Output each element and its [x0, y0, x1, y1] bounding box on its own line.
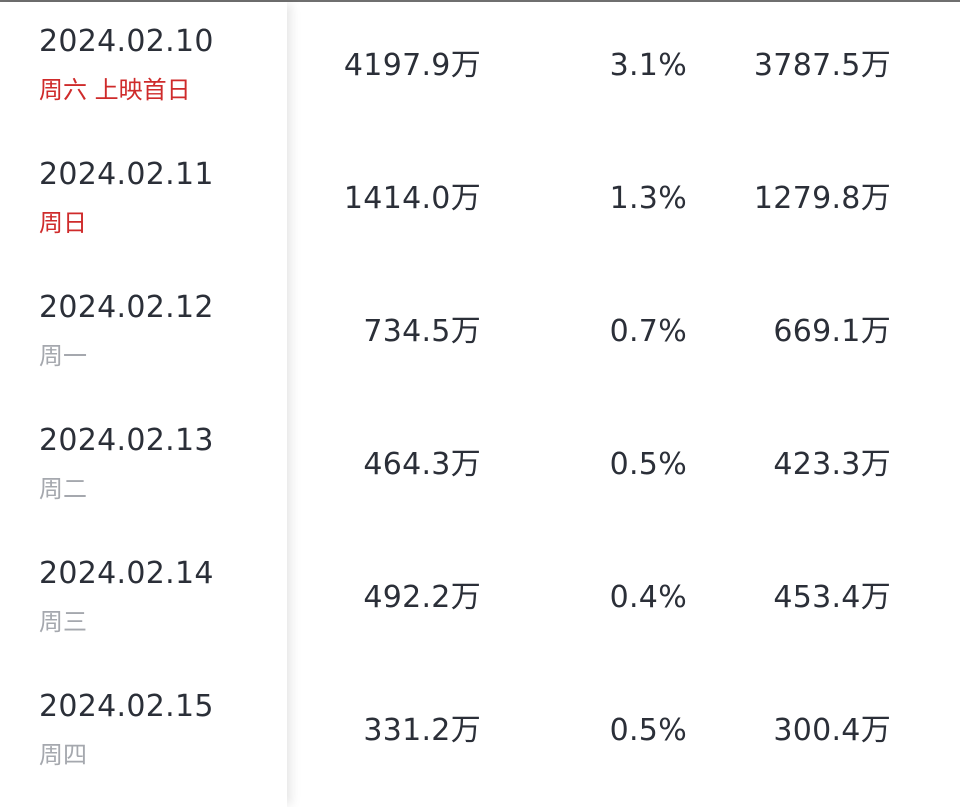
row-split: 300.4万 [773, 713, 891, 748]
row-split: 3787.5万 [753, 48, 891, 83]
row-share: 3.1% [609, 48, 687, 83]
row-box-office: 4197.9万 [343, 48, 481, 83]
table-row[interactable]: 2024.02.15 周四 331.2万 0.5% 300.4万 [0, 665, 960, 798]
row-date: 2024.02.14 [39, 556, 214, 591]
row-box-office: 492.2万 [363, 580, 481, 615]
row-split: 669.1万 [773, 314, 891, 349]
row-weekday: 周四 [39, 741, 87, 769]
row-share: 0.5% [609, 447, 687, 482]
table-row[interactable]: 2024.02.10 周六 上映首日 4197.9万 3.1% 3787.5万 [0, 0, 960, 133]
table-row[interactable]: 2024.02.12 周一 734.5万 0.7% 669.1万 [0, 266, 960, 399]
table-row[interactable]: 2024.02.11 周日 1414.0万 1.3% 1279.8万 [0, 133, 960, 266]
row-box-office: 734.5万 [363, 314, 481, 349]
row-box-office: 464.3万 [363, 447, 481, 482]
row-date: 2024.02.10 [39, 24, 214, 59]
row-box-office: 331.2万 [363, 713, 481, 748]
table-row[interactable]: 2024.02.14 周三 492.2万 0.4% 453.4万 [0, 532, 960, 665]
row-split: 423.3万 [773, 447, 891, 482]
row-date: 2024.02.13 [39, 423, 214, 458]
row-share: 0.7% [609, 314, 687, 349]
row-share: 0.4% [609, 580, 687, 615]
row-split: 1279.8万 [753, 181, 891, 216]
row-weekday: 周二 [39, 475, 87, 503]
row-weekday: 周六 上映首日 [39, 76, 191, 104]
row-share: 0.5% [609, 713, 687, 748]
row-weekday: 周一 [39, 342, 87, 370]
date-column-sticky [0, 2, 287, 807]
row-split: 453.4万 [773, 580, 891, 615]
top-divider [0, 0, 960, 2]
row-share: 1.3% [609, 181, 687, 216]
row-date: 2024.02.15 [39, 689, 214, 724]
row-weekday: 周日 [39, 209, 87, 237]
row-date: 2024.02.12 [39, 290, 214, 325]
table-row[interactable]: 2024.02.13 周二 464.3万 0.5% 423.3万 [0, 399, 960, 532]
row-weekday: 周三 [39, 608, 87, 636]
row-date: 2024.02.11 [39, 157, 214, 192]
row-box-office: 1414.0万 [343, 181, 481, 216]
